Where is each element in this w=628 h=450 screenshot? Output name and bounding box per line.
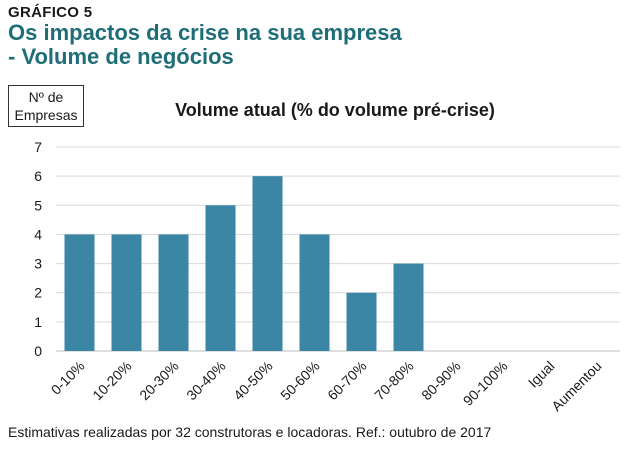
footnote: Estimativas realizadas por 32 construtor… [8, 424, 492, 440]
y-axis-label-line-2: Empresas [14, 107, 78, 123]
x-tick-label: 70-80% [371, 358, 416, 403]
x-tick-label: 80-90% [418, 358, 463, 403]
bar [252, 176, 283, 351]
bar [299, 234, 330, 351]
y-tick-label: 5 [34, 197, 42, 213]
chart-title: Volume atual (% do volume pré-crise) [175, 100, 495, 120]
heading-line-2: - Volume de negócios [8, 44, 234, 69]
x-tick-label: 90-100% [460, 358, 511, 409]
x-tick-label: 30-40% [183, 358, 228, 403]
bar [393, 263, 424, 351]
chart-kicker: GRÁFICO 5 [8, 4, 93, 21]
x-tick-label: 10-20% [89, 358, 134, 403]
bar [205, 205, 236, 351]
x-tick-label: Igual [525, 358, 558, 391]
bar [346, 292, 377, 351]
bar [111, 234, 142, 351]
bar [64, 234, 95, 351]
heading-line-1: Os impactos da crise na sua empresa [8, 20, 402, 45]
y-tick-label: 7 [34, 139, 42, 155]
x-tick-label: 0-10% [48, 358, 88, 398]
y-tick-label: 1 [34, 314, 42, 330]
bar [158, 234, 189, 351]
x-tick-label: 50-60% [277, 358, 322, 403]
y-tick-label: 6 [34, 168, 42, 184]
x-tick-label: 20-30% [136, 358, 181, 403]
y-axis-label-box: Nº de Empresas [8, 85, 84, 127]
y-tick-label: 0 [34, 343, 42, 359]
x-tick-label: Aumentou [548, 358, 604, 414]
y-tick-label: 3 [34, 256, 42, 272]
y-tick-label: 2 [34, 285, 42, 301]
y-axis-label-line-1: Nº de [28, 89, 64, 105]
chart-heading: Os impactos da crise na sua empresa - Vo… [8, 21, 402, 69]
y-tick-label: 4 [34, 226, 42, 242]
x-tick-label: 60-70% [324, 358, 369, 403]
x-tick-label: 40-50% [230, 358, 275, 403]
